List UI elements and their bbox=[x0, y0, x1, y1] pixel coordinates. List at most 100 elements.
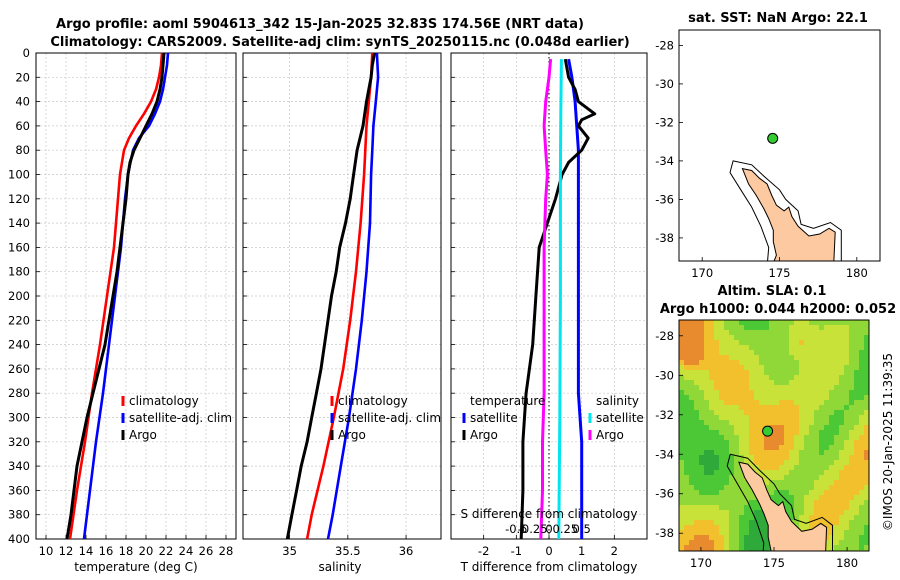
sla-cell bbox=[684, 410, 689, 415]
sla-cell bbox=[839, 495, 844, 500]
sla-cell bbox=[694, 335, 699, 340]
sla-cell bbox=[804, 430, 809, 435]
sla-cell bbox=[744, 320, 749, 325]
sla-cell bbox=[694, 545, 699, 550]
y-tick-label: 60 bbox=[15, 119, 30, 133]
sla-cell bbox=[844, 365, 849, 370]
sla-cell bbox=[794, 460, 799, 465]
legend-title-temperature: temperature bbox=[470, 394, 545, 408]
sla-cell bbox=[759, 385, 764, 390]
sla-cell bbox=[794, 350, 799, 355]
sla-cell bbox=[839, 425, 844, 430]
sla-cell bbox=[864, 405, 869, 410]
sla-cell bbox=[784, 435, 789, 440]
y-tick-label: 240 bbox=[8, 338, 30, 352]
sla-cell bbox=[829, 500, 834, 505]
sla-cell bbox=[839, 500, 844, 505]
sla-cell bbox=[689, 335, 694, 340]
sla-cell bbox=[714, 475, 719, 480]
sla-cell bbox=[709, 545, 714, 550]
sla-cell bbox=[764, 415, 769, 420]
sla-cell bbox=[754, 355, 759, 360]
sla-cell bbox=[809, 475, 814, 480]
sla-cell bbox=[684, 500, 689, 505]
sla-cell bbox=[864, 375, 869, 380]
sla-cell bbox=[779, 395, 784, 400]
sla-cell bbox=[704, 460, 709, 465]
sla-cell bbox=[684, 320, 689, 325]
sla-cell bbox=[734, 400, 739, 405]
sla-cell bbox=[699, 495, 704, 500]
sla-cell bbox=[704, 455, 709, 460]
sla-cell bbox=[769, 495, 774, 500]
sla-cell bbox=[699, 475, 704, 480]
series-t-satellite-line bbox=[567, 58, 584, 539]
sla-cell bbox=[729, 415, 734, 420]
sla-cell bbox=[684, 395, 689, 400]
sla-cell bbox=[754, 420, 759, 425]
sla-cell bbox=[774, 500, 779, 505]
sla-cell bbox=[859, 430, 864, 435]
sla-cell bbox=[804, 465, 809, 470]
sla-cell bbox=[759, 370, 764, 375]
sla-cell bbox=[729, 485, 734, 490]
sla-cell bbox=[704, 400, 709, 405]
sla-cell bbox=[864, 510, 869, 515]
sla-cell bbox=[714, 410, 719, 415]
sla-cell bbox=[824, 495, 829, 500]
sla-cell bbox=[734, 505, 739, 510]
sla-cell bbox=[704, 425, 709, 430]
sla-cell bbox=[824, 350, 829, 355]
sla-cell bbox=[829, 450, 834, 455]
sla-cell bbox=[849, 490, 854, 495]
sla-cell bbox=[719, 410, 724, 415]
sla-cell bbox=[744, 515, 749, 520]
sla-cell bbox=[709, 470, 714, 475]
sla-cell bbox=[719, 380, 724, 385]
sla-cell bbox=[774, 390, 779, 395]
sla-cell bbox=[759, 375, 764, 380]
sla-cell bbox=[704, 475, 709, 480]
sla-cell bbox=[679, 405, 684, 410]
sla-cell bbox=[754, 380, 759, 385]
sla-cell bbox=[719, 345, 724, 350]
sla-cell bbox=[774, 435, 779, 440]
sla-cell bbox=[834, 475, 839, 480]
sla-cell bbox=[864, 330, 869, 335]
sla-cell bbox=[809, 515, 814, 520]
sla-cell bbox=[774, 365, 779, 370]
sla-cell bbox=[844, 490, 849, 495]
sla-cell bbox=[804, 400, 809, 405]
sla-cell bbox=[779, 390, 784, 395]
sla-cell bbox=[824, 545, 829, 550]
sst-map-panel: 170 175 180-28-30-32-34-36-38 bbox=[655, 29, 881, 280]
sla-cell bbox=[804, 330, 809, 335]
sla-cell bbox=[809, 335, 814, 340]
sla-cell bbox=[754, 525, 759, 530]
sla-cell bbox=[684, 470, 689, 475]
sla-cell bbox=[829, 485, 834, 490]
sla-cell bbox=[694, 395, 699, 400]
sla-cell bbox=[844, 480, 849, 485]
sla-cell bbox=[784, 455, 789, 460]
land-new-zealand bbox=[741, 167, 836, 261]
sla-cell bbox=[829, 370, 834, 375]
sla-cell bbox=[679, 470, 684, 475]
sla-cell bbox=[774, 355, 779, 360]
sla-cell bbox=[844, 355, 849, 360]
sla-cell bbox=[814, 405, 819, 410]
sla-cell bbox=[829, 375, 834, 380]
sla-cell bbox=[724, 505, 729, 510]
sla-cell bbox=[724, 360, 729, 365]
sla-cell bbox=[789, 415, 794, 420]
sla-cell bbox=[679, 370, 684, 375]
sla-cell bbox=[864, 370, 869, 375]
sla-cell bbox=[694, 435, 699, 440]
sla-cell bbox=[809, 440, 814, 445]
sla-cell bbox=[709, 450, 714, 455]
sla-cell bbox=[809, 425, 814, 430]
sla-cell bbox=[819, 480, 824, 485]
sla-cell bbox=[774, 450, 779, 455]
sla-cell bbox=[859, 420, 864, 425]
sla-cell bbox=[774, 430, 779, 435]
